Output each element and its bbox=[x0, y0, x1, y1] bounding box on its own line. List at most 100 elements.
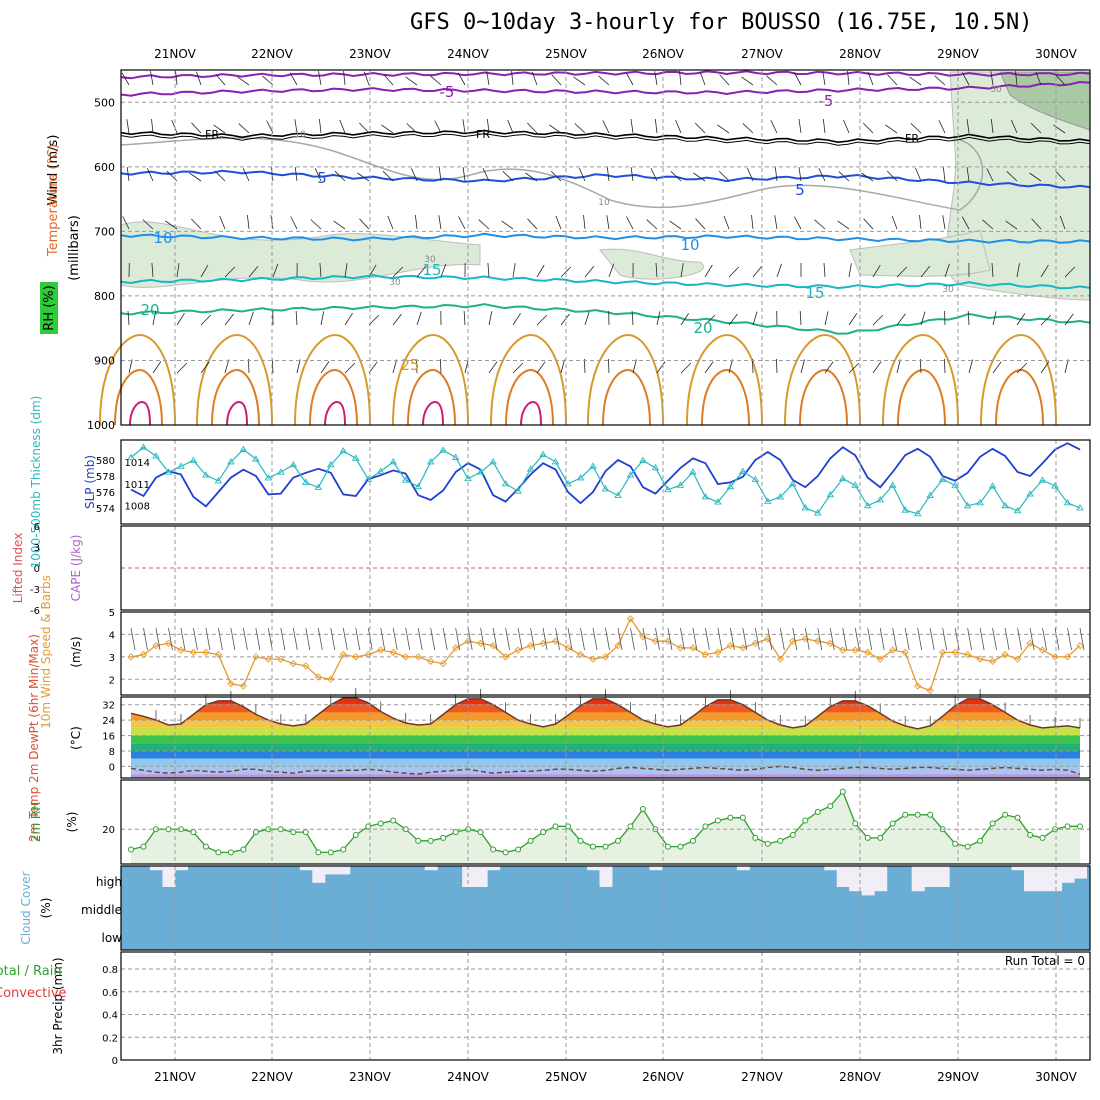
wind-speed-marker bbox=[214, 650, 223, 659]
wind-barb-10m bbox=[517, 627, 523, 651]
wind-barb bbox=[891, 215, 898, 230]
wind-barb-10m bbox=[667, 627, 673, 651]
slp-marker bbox=[439, 446, 447, 453]
slp-marker bbox=[714, 498, 722, 505]
wind-barb bbox=[1006, 171, 1018, 182]
wind-barb-10m bbox=[967, 627, 973, 651]
y-tick-label: 500 bbox=[94, 96, 115, 109]
wind-barb bbox=[574, 123, 586, 134]
wind-speed-marker bbox=[252, 653, 260, 661]
top-date-label: 23NOV bbox=[349, 47, 391, 61]
wind-barb bbox=[176, 362, 188, 374]
wind-barb bbox=[704, 361, 714, 374]
wind-barb bbox=[536, 361, 546, 374]
wind-barb bbox=[818, 168, 826, 182]
isotherm-25-bubble bbox=[490, 333, 567, 426]
isotherm-line bbox=[120, 169, 1091, 189]
wind-speed-marker bbox=[839, 646, 847, 654]
y-tick-temp: 24 bbox=[102, 716, 115, 727]
wind-barb bbox=[824, 361, 834, 374]
wind-barb bbox=[392, 359, 398, 374]
wind-speed-marker bbox=[776, 655, 784, 663]
slp-marker bbox=[289, 460, 298, 468]
wind-barb bbox=[822, 119, 826, 134]
wind-barb bbox=[863, 218, 874, 230]
rh2m-marker bbox=[889, 820, 896, 827]
wind-barb bbox=[166, 170, 178, 182]
cloud-gap-bar bbox=[312, 866, 326, 883]
wind-barb bbox=[602, 120, 610, 134]
wind-barb bbox=[387, 215, 394, 230]
axis-label-wind: Wind (m/s) bbox=[46, 135, 61, 206]
wind-barb-10m bbox=[267, 627, 273, 651]
wind-speed-marker bbox=[389, 648, 397, 657]
isotherm-label: -5 bbox=[440, 83, 455, 101]
wind-barb bbox=[699, 71, 706, 86]
slp-marker bbox=[177, 462, 185, 469]
wind-barb bbox=[798, 119, 802, 134]
top-date-label: 30NOV bbox=[1035, 47, 1077, 61]
slp-marker bbox=[751, 475, 760, 482]
cloud-gap-bar bbox=[836, 866, 850, 887]
wind-barb-10m bbox=[143, 627, 148, 651]
wind-barb bbox=[752, 265, 763, 278]
rh2m-marker bbox=[802, 817, 809, 824]
bottom-date-label: 23NOV bbox=[349, 1070, 391, 1084]
wind-barb bbox=[339, 119, 346, 134]
wind-speed-marker bbox=[452, 644, 460, 652]
wind-barb bbox=[415, 215, 418, 230]
rh2m-marker bbox=[140, 843, 147, 850]
y-tick-lifted-index: 6 bbox=[34, 522, 40, 533]
slp-marker bbox=[389, 458, 398, 465]
temp-color-bands bbox=[131, 698, 1080, 778]
wind-barb bbox=[1016, 362, 1028, 374]
wind-barb bbox=[656, 361, 666, 374]
wind-barb-10m bbox=[617, 627, 623, 651]
bottom-date-label: 27NOV bbox=[741, 1070, 783, 1084]
wind-barb bbox=[986, 168, 994, 182]
wind-barb bbox=[992, 361, 1002, 374]
wind-barb bbox=[717, 124, 730, 134]
axis-label-wind10m: 10m Wind Speed & Barbs bbox=[39, 575, 53, 729]
top-date-label: 29NOV bbox=[937, 47, 979, 61]
rh2m-marker bbox=[927, 811, 934, 818]
rh2m-marker bbox=[590, 843, 597, 850]
wind-barb-10m bbox=[355, 627, 361, 651]
slp-marker bbox=[514, 487, 522, 494]
wind-barb bbox=[584, 265, 595, 278]
y-tick-label: 900 bbox=[94, 354, 115, 367]
wind-barb bbox=[606, 167, 610, 182]
wind-speed-marker bbox=[1013, 655, 1022, 663]
wind-barb bbox=[1015, 71, 1018, 86]
panel-frame bbox=[120, 951, 1091, 1061]
wind-speed-marker bbox=[352, 653, 360, 661]
wind-barb bbox=[632, 359, 637, 374]
wind-barb-10m bbox=[630, 627, 635, 651]
cloud-gap-bar bbox=[424, 866, 438, 871]
wind-barb bbox=[650, 168, 658, 182]
y-tick-precip: 0.8 bbox=[102, 965, 118, 976]
rh2m-marker bbox=[1077, 823, 1083, 830]
wind-barb bbox=[410, 168, 418, 182]
wind-barb bbox=[669, 220, 682, 230]
wind-barb bbox=[238, 123, 250, 134]
wind-speed-marker bbox=[901, 648, 909, 657]
wind-barb bbox=[488, 361, 498, 374]
wind-barb bbox=[680, 362, 692, 374]
wind-barb bbox=[872, 314, 884, 326]
bottom-date-label: 25NOV bbox=[545, 1070, 587, 1084]
wind-barb bbox=[848, 313, 858, 326]
top-date-label: 24NOV bbox=[447, 47, 489, 61]
y-tick-slp: 1014 bbox=[125, 458, 150, 469]
rh2m-marker bbox=[664, 843, 671, 850]
wind-barb bbox=[670, 171, 682, 182]
y-tick-temp: 32 bbox=[102, 701, 115, 712]
wind-barb-10m bbox=[854, 627, 860, 651]
slp-marker bbox=[739, 467, 747, 474]
wind-speed-marker bbox=[139, 650, 148, 659]
wind-speed-marker bbox=[1051, 653, 1059, 661]
slp-marker bbox=[639, 456, 647, 463]
wind-barb bbox=[527, 122, 538, 134]
panel-frame bbox=[120, 69, 1091, 426]
wind-barb-10m bbox=[492, 627, 498, 651]
